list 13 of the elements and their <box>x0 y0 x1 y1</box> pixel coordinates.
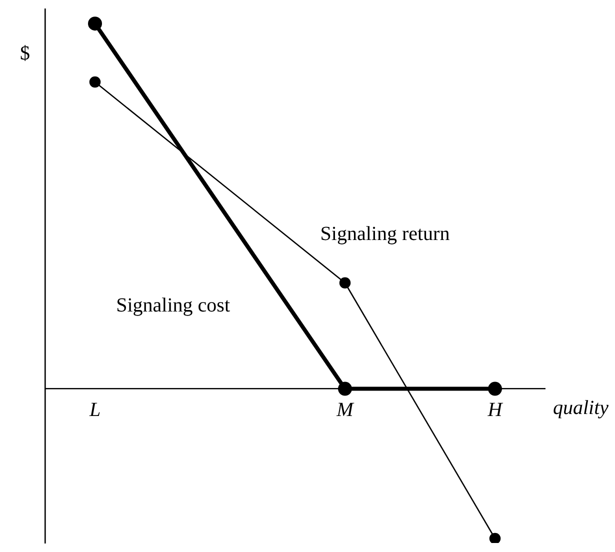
x-tick-label: L <box>88 399 101 422</box>
x-tick-label: M <box>336 399 355 422</box>
x-axis-title: quality <box>553 397 609 420</box>
point <box>89 76 101 88</box>
point <box>488 382 502 396</box>
text: Signaling cost <box>116 294 230 316</box>
point <box>339 277 351 289</box>
point <box>489 532 501 543</box>
y-axis-title: $ <box>20 42 30 64</box>
x-tick-label: H <box>486 399 504 422</box>
series-label: Signaling return <box>320 223 450 246</box>
point <box>88 16 102 31</box>
point <box>338 382 352 396</box>
